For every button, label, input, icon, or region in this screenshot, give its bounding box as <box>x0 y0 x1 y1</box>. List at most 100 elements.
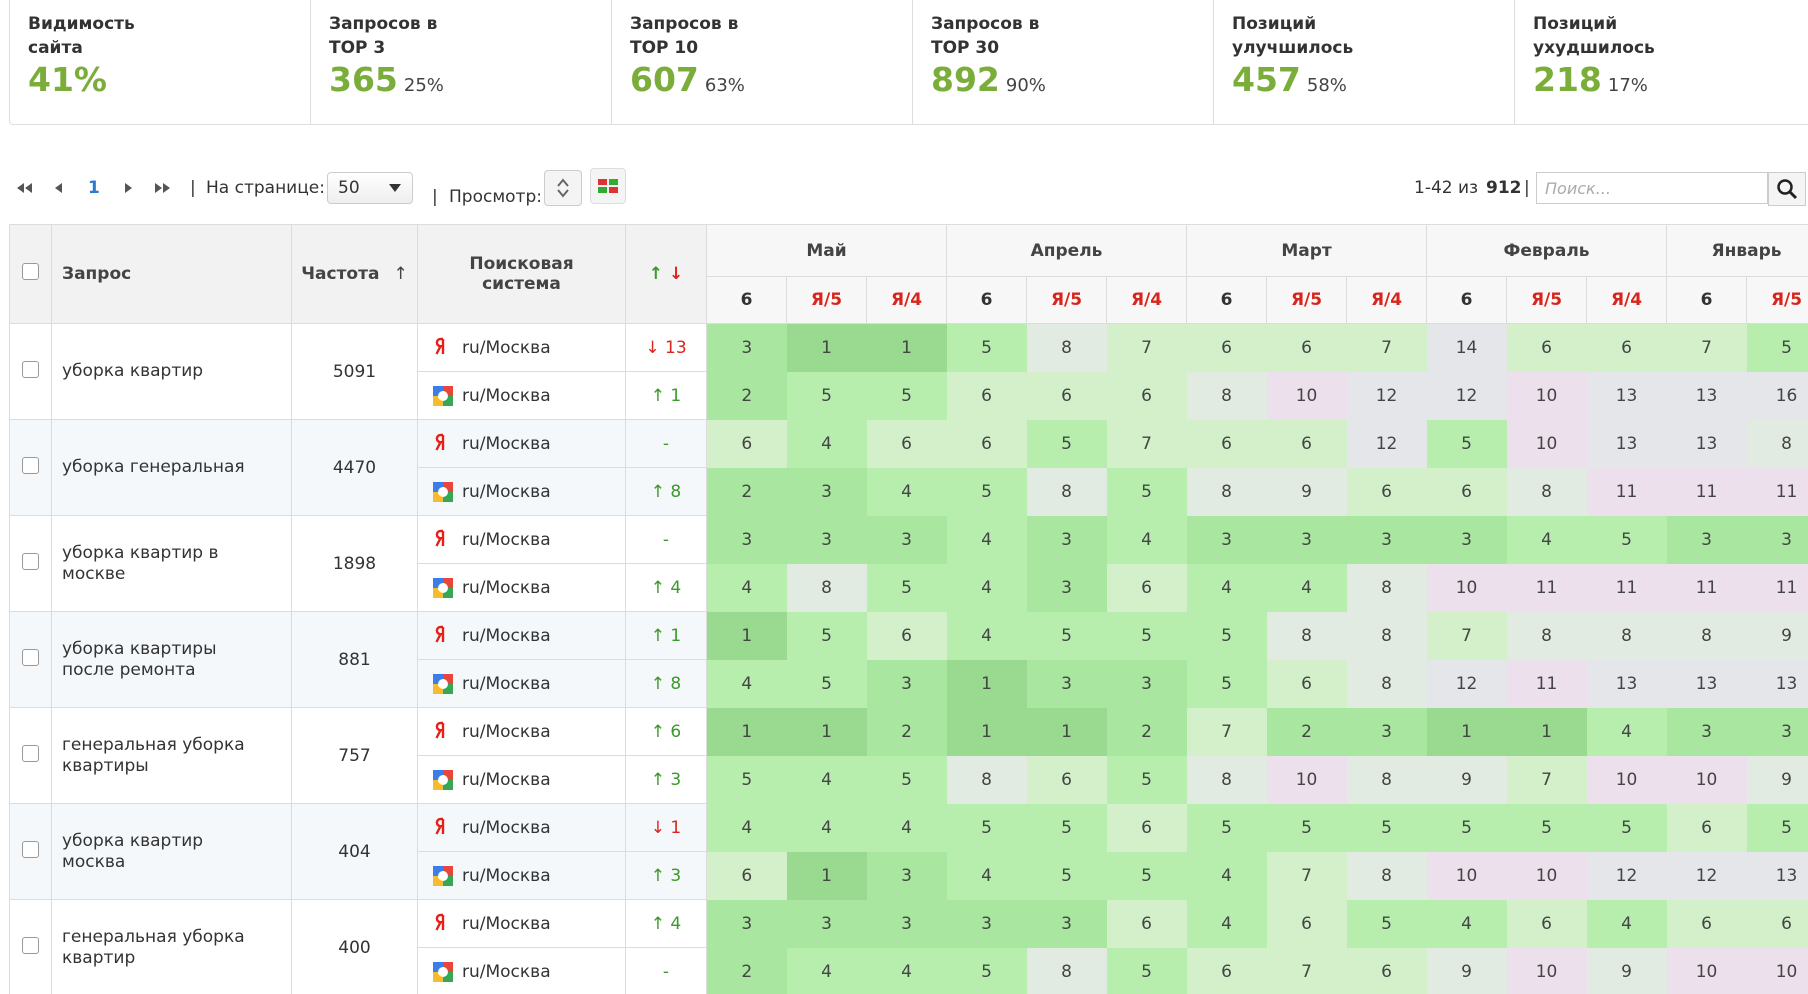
position-cell: 3 <box>786 899 867 948</box>
prev-page[interactable] <box>52 168 64 208</box>
position-cell: 6 <box>1266 659 1347 708</box>
icon[interactable] <box>52 180 64 196</box>
subcolumn-header: Я/4 <box>1346 276 1428 324</box>
region: ru/Москва <box>462 721 551 742</box>
checkbox[interactable] <box>22 552 39 570</box>
view-compact-button[interactable] <box>544 170 582 206</box>
icon[interactable] <box>152 180 172 196</box>
position-cell: 2 <box>866 707 947 756</box>
separator: | <box>190 178 196 198</box>
position-cell: 5 <box>1026 803 1107 852</box>
change-cell: ↓ 1 <box>625 803 707 852</box>
next-page[interactable] <box>122 168 134 208</box>
view-heatmap-button[interactable] <box>590 168 626 204</box>
stat-value-row: 365 25% <box>329 60 593 99</box>
engine-row: ru/Москва ↑ 4 4 8 5 4 3 6 4 4 8 10 11 11 11 11 <box>9 563 1808 612</box>
checkbox[interactable] <box>22 360 39 378</box>
search-input[interactable]: Поиск... <box>1536 172 1768 204</box>
stat-value-row: 41% <box>28 60 292 99</box>
query-cell: уборка квартир москва <box>51 803 292 900</box>
icon[interactable] <box>14 180 34 196</box>
position-cell: 2 <box>1106 707 1187 756</box>
icon <box>598 179 618 193</box>
yandex-icon <box>435 529 445 547</box>
position-cell: 8 <box>946 755 1027 804</box>
frequency-cell: 404 <box>291 803 418 900</box>
position-cell: 8 <box>1026 323 1107 372</box>
position-cell: 11 <box>1586 467 1667 516</box>
position-cell: 2 <box>706 371 787 420</box>
position-cell: 3 <box>866 899 947 948</box>
engine-cell: ru/Москва <box>417 563 626 612</box>
position-cell: 6 <box>1586 323 1667 372</box>
position-cell: 4 <box>866 803 947 852</box>
frequency-cell: 881 <box>291 611 418 708</box>
search-placeholder: Поиск... <box>1545 178 1611 198</box>
position-cell: 12 <box>1346 419 1427 468</box>
position-cell: 5 <box>1346 899 1427 948</box>
region: ru/Москва <box>462 817 551 838</box>
region: ru/Москва <box>462 337 551 358</box>
position-cell: 4 <box>946 515 1027 564</box>
position-cell: 8 <box>1186 755 1267 804</box>
position-cell: 4 <box>786 803 867 852</box>
icon[interactable] <box>122 180 134 196</box>
toolbar: 1 | На странице: 50 | Просмотр: 1-42 из 912 | Пои… <box>14 168 1806 208</box>
current-page[interactable]: 1 <box>88 178 100 198</box>
position-cell: 6 <box>1506 323 1587 372</box>
yandex-icon <box>435 337 445 355</box>
position-cell: 9 <box>1266 467 1347 516</box>
position-cell: 5 <box>1106 851 1187 900</box>
checkbox[interactable] <box>22 263 39 280</box>
position-cell: 8 <box>1346 851 1427 900</box>
region: ru/Москва <box>462 577 551 598</box>
engine-cell: ru/Москва <box>417 323 626 372</box>
last-page[interactable] <box>152 168 172 208</box>
engine-cell: ru/Москва <box>417 899 626 948</box>
checkbox[interactable] <box>22 456 39 474</box>
frequency-header[interactable]: Частота ↑ <box>291 224 418 324</box>
position-cell: 5 <box>1106 467 1187 516</box>
checkbox[interactable] <box>22 648 39 666</box>
position-cell: 8 <box>1026 947 1107 994</box>
position-cell: 2 <box>706 947 787 994</box>
position-cell: 5 <box>946 323 1027 372</box>
position-cell: 3 <box>1426 515 1507 564</box>
stats-bar: Видимость сайта 41% Запросов в TOP 3 365 25%… <box>9 0 1808 125</box>
position-cell: 8 <box>1586 611 1667 660</box>
query-cell: уборка квартир в москве <box>51 515 292 612</box>
stat-card: Запросов в TOP 10 607 63% <box>612 0 913 124</box>
change-cell: ↑ 3 <box>625 851 707 900</box>
change-up: ↑ <box>648 264 663 284</box>
position-cell: 11 <box>1506 659 1587 708</box>
position-cell: 13 <box>1666 659 1747 708</box>
position-cell: 9 <box>1426 947 1507 994</box>
checkbox[interactable] <box>22 744 39 762</box>
subcolumn-header: Я/4 <box>1586 276 1668 324</box>
checkbox[interactable] <box>22 840 39 858</box>
position-cell: 5 <box>866 371 947 420</box>
position-cell: 4 <box>1586 707 1667 756</box>
position-cell: 5 <box>1026 419 1107 468</box>
position-cell: 5 <box>866 563 947 612</box>
result-range: 1-42 из <box>1414 178 1479 198</box>
position-cell: 3 <box>706 323 787 372</box>
per-page-select[interactable]: 50 <box>327 172 413 204</box>
subcolumn-header: 6 <box>1426 276 1508 324</box>
checkbox[interactable] <box>22 936 39 954</box>
position-cell: 5 <box>1106 611 1187 660</box>
position-cell: 9 <box>1426 755 1507 804</box>
position-cell: 5 <box>1106 755 1187 804</box>
position-cell: 6 <box>1106 899 1187 948</box>
first-page[interactable] <box>14 168 34 208</box>
position-cell: 5 <box>1746 323 1808 372</box>
position-cell: 6 <box>1106 563 1187 612</box>
position-cell: 4 <box>1586 899 1667 948</box>
position-cell: 5 <box>786 611 867 660</box>
search-button[interactable] <box>1768 172 1806 206</box>
position-cell: 1 <box>866 323 947 372</box>
engine-cell: ru/Москва <box>417 659 626 708</box>
position-cell: 3 <box>706 899 787 948</box>
change-cell: - <box>625 419 707 468</box>
position-cell: 3 <box>1666 515 1747 564</box>
